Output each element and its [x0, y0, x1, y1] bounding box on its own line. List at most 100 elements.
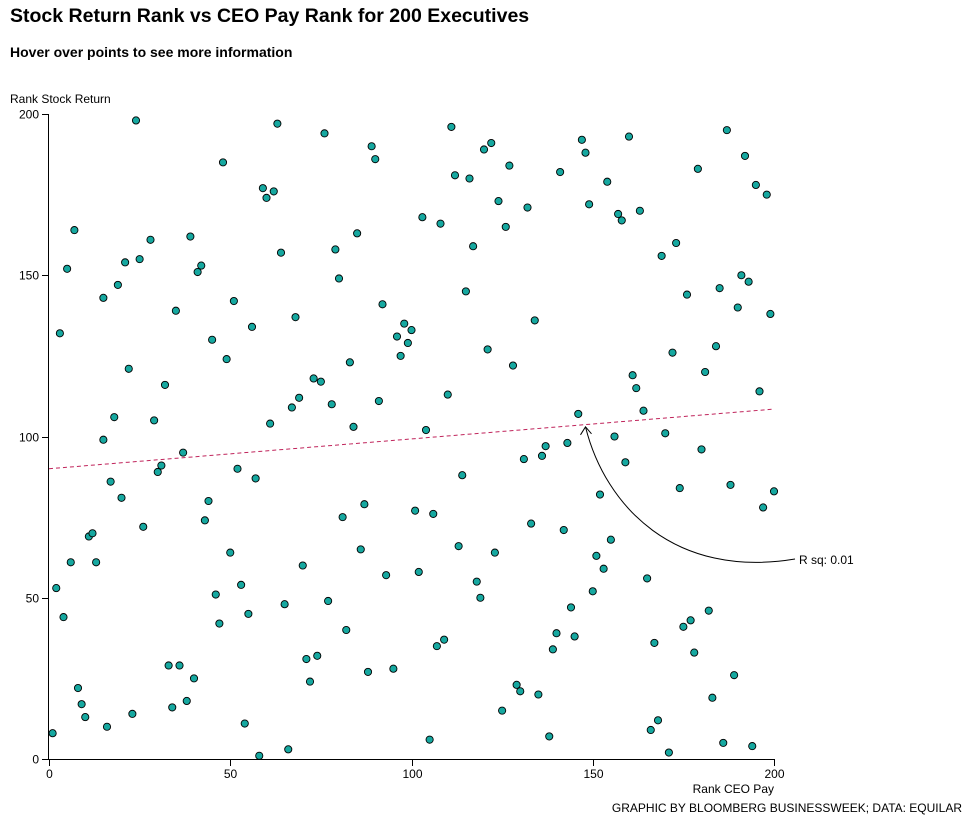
- data-point[interactable]: Rank CEO Pay: 198, Rank Stock Return: 17…: [762, 190, 771, 199]
- data-point[interactable]: Rank CEO Pay: 162, Rank Stock Return: 11…: [632, 384, 641, 393]
- data-point[interactable]: Rank CEO Pay: 134, Rank Stock Return: 13…: [530, 316, 539, 325]
- data-point[interactable]: Rank CEO Pay: 133, Rank Stock Return: 73: [527, 519, 536, 528]
- data-point[interactable]: Rank CEO Pay: 176, Rank Stock Return: 14…: [682, 290, 692, 299]
- data-point[interactable]: Rank CEO Pay: 48, Rank Stock Return: 185: [218, 158, 228, 167]
- data-point[interactable]: Rank CEO Pay: 130, Rank Stock Return: 21: [516, 687, 525, 696]
- data-point[interactable]: Rank CEO Pay: 33, Rank Stock Return: 29: [164, 661, 173, 670]
- data-point[interactable]: Rank CEO Pay: 152, Rank Stock Return: 82: [595, 490, 605, 499]
- data-point[interactable]: Rank CEO Pay: 15, Rank Stock Return: 143: [99, 293, 108, 302]
- data-point[interactable]: Rank CEO Pay: 52, Rank Stock Return: 90: [233, 464, 242, 473]
- data-point[interactable]: Rank CEO Pay: 68, Rank Stock Return: 137: [291, 313, 300, 322]
- data-point[interactable]: Rank CEO Pay: 163, Rank Stock Return: 17…: [635, 206, 644, 215]
- data-point[interactable]: Rank CEO Pay: 114, Rank Stock Return: 88: [458, 471, 467, 480]
- data-point[interactable]: Rank CEO Pay: 51, Rank Stock Return: 142: [229, 296, 238, 306]
- data-point[interactable]: Rank CEO Pay: 142, Rank Stock Return: 71: [559, 525, 568, 535]
- data-point[interactable]: Rank CEO Pay: 93, Rank Stock Return: 57: [382, 571, 391, 580]
- data-point[interactable]: Rank CEO Pay: 61, Rank Stock Return: 104: [266, 419, 275, 428]
- data-point[interactable]: Rank CEO Pay: 186, Rank Stock Return: 5: [719, 738, 728, 747]
- data-point[interactable]: Rank CEO Pay: 127, Rank Stock Return: 18…: [505, 161, 514, 170]
- data-point[interactable]: Rank CEO Pay: 177, Rank Stock Return: 43: [686, 616, 695, 625]
- data-point[interactable]: Rank CEO Pay: 140, Rank Stock Return: 39: [552, 629, 561, 638]
- data-point[interactable]: Rank CEO Pay: 105, Rank Stock Return: 6: [425, 735, 434, 744]
- data-point[interactable]: Rank CEO Pay: 164, Rank Stock Return: 10…: [639, 406, 648, 415]
- data-point[interactable]: Rank CEO Pay: 111, Rank Stock Return: 19…: [447, 122, 456, 131]
- data-point[interactable]: Rank CEO Pay: 167, Rank Stock Return: 36: [650, 638, 659, 647]
- data-point[interactable]: Rank CEO Pay: 194, Rank Stock Return: 4: [748, 742, 757, 751]
- data-point[interactable]: Rank CEO Pay: 183, Rank Stock Return: 19: [708, 693, 717, 702]
- data-point[interactable]: Rank CEO Pay: 102, Rank Stock Return: 58: [414, 567, 423, 577]
- data-point[interactable]: Rank CEO Pay: 145, Rank Stock Return: 38: [570, 632, 579, 641]
- data-point[interactable]: Rank CEO Pay: 35, Rank Stock Return: 139: [171, 306, 180, 315]
- data-point[interactable]: Rank CEO Pay: 82, Rank Stock Return: 40: [342, 625, 351, 635]
- data-point[interactable]: Rank CEO Pay: 151, Rank Stock Return: 63: [592, 551, 601, 560]
- data-point[interactable]: Rank CEO Pay: 41, Rank Stock Return: 151: [193, 267, 202, 277]
- data-point[interactable]: Rank CEO Pay: 62, Rank Stock Return: 176: [269, 187, 278, 196]
- data-point[interactable]: Rank CEO Pay: 143, Rank Stock Return: 98: [563, 438, 572, 448]
- data-point[interactable]: Rank CEO Pay: 53, Rank Stock Return: 54: [237, 580, 246, 589]
- data-point[interactable]: Rank CEO Pay: 103, Rank Stock Return: 16…: [418, 213, 427, 222]
- data-point[interactable]: Rank CEO Pay: 197, Rank Stock Return: 78: [759, 503, 768, 512]
- data-point[interactable]: Rank CEO Pay: 135, Rank Stock Return: 20: [534, 690, 543, 699]
- data-point[interactable]: Rank CEO Pay: 171, Rank Stock Return: 2: [664, 748, 673, 757]
- data-point[interactable]: Rank CEO Pay: 155, Rank Stock Return: 68: [606, 535, 615, 544]
- data-point[interactable]: Rank CEO Pay: 60, Rank Stock Return: 174: [262, 193, 271, 202]
- data-point[interactable]: Rank CEO Pay: 85, Rank Stock Return: 163: [353, 229, 362, 238]
- data-point[interactable]: Rank CEO Pay: 75, Rank Stock Return: 117: [316, 377, 325, 386]
- data-point[interactable]: Rank CEO Pay: 112, Rank Stock Return: 18…: [450, 171, 460, 180]
- data-point[interactable]: Rank CEO Pay: 13, Rank Stock Return: 61: [92, 558, 101, 567]
- data-point[interactable]: Rank CEO Pay: 118, Rank Stock Return: 55: [472, 577, 481, 586]
- data-point[interactable]: Rank CEO Pay: 126, Rank Stock Return: 16…: [501, 222, 510, 231]
- data-point[interactable]: Rank CEO Pay: 120, Rank Stock Return: 18…: [479, 145, 489, 154]
- data-point[interactable]: Rank CEO Pay: 187, Rank Stock Return: 19…: [722, 126, 731, 135]
- data-point[interactable]: Rank CEO Pay: 72, Rank Stock Return: 24: [305, 677, 315, 686]
- data-point[interactable]: Rank CEO Pay: 49, Rank Stock Return: 124: [222, 355, 231, 364]
- data-point[interactable]: Rank CEO Pay: 87, Rank Stock Return: 79: [360, 500, 369, 509]
- data-point[interactable]: Rank CEO Pay: 159, Rank Stock Return: 92: [621, 458, 630, 467]
- data-point[interactable]: Rank CEO Pay: 10, Rank Stock Return: 13: [81, 713, 90, 722]
- data-point[interactable]: Rank CEO Pay: 110, Rank Stock Return: 11…: [443, 390, 452, 399]
- data-point[interactable]: Rank CEO Pay: 146, Rank Stock Return: 10…: [574, 409, 583, 418]
- data-point[interactable]: Rank CEO Pay: 125, Rank Stock Return: 15: [498, 706, 507, 715]
- data-point[interactable]: Rank CEO Pay: 161, Rank Stock Return: 11…: [628, 371, 637, 380]
- data-point[interactable]: Rank CEO Pay: 166, Rank Stock Return: 9: [646, 725, 655, 735]
- data-point[interactable]: Rank CEO Pay: 16, Rank Stock Return: 10: [102, 722, 112, 731]
- data-point[interactable]: Rank CEO Pay: 96, Rank Stock Return: 131: [392, 332, 402, 341]
- data-point[interactable]: Rank CEO Pay: 92, Rank Stock Return: 141: [378, 300, 387, 309]
- data-point[interactable]: Rank CEO Pay: 24, Rank Stock Return: 198: [131, 116, 141, 125]
- data-point[interactable]: Rank CEO Pay: 132, Rank Stock Return: 17…: [523, 203, 532, 212]
- data-point[interactable]: Rank CEO Pay: 17, Rank Stock Return: 86: [106, 477, 115, 486]
- data-point[interactable]: Rank CEO Pay: 50, Rank Stock Return: 64: [226, 548, 235, 557]
- data-point[interactable]: Rank CEO Pay: 78, Rank Stock Return: 110: [327, 400, 336, 409]
- data-point[interactable]: Rank CEO Pay: 129, Rank Stock Return: 23: [512, 680, 521, 689]
- data-point[interactable]: Rank CEO Pay: 79, Rank Stock Return: 158: [331, 245, 340, 254]
- data-point[interactable]: Rank CEO Pay: 189, Rank Stock Return: 26: [730, 671, 739, 680]
- data-point[interactable]: Rank CEO Pay: 66, Rank Stock Return: 3: [284, 745, 293, 754]
- data-point[interactable]: Rank CEO Pay: 12, Rank Stock Return: 70: [88, 529, 97, 538]
- data-point[interactable]: Rank CEO Pay: 179, Rank Stock Return: 18…: [693, 164, 702, 173]
- data-point[interactable]: Rank CEO Pay: 6, Rank Stock Return: 61: [66, 558, 75, 567]
- data-point[interactable]: Rank CEO Pay: 91, Rank Stock Return: 111: [374, 396, 383, 406]
- data-point[interactable]: Rank CEO Pay: 121, Rank Stock Return: 12…: [483, 345, 492, 354]
- data-point[interactable]: Rank CEO Pay: 69, Rank Stock Return: 112: [295, 393, 304, 402]
- data-point[interactable]: Rank CEO Pay: 36, Rank Stock Return: 29: [175, 661, 184, 670]
- data-point[interactable]: Rank CEO Pay: 18, Rank Stock Return: 106: [110, 413, 119, 422]
- data-point[interactable]: Rank CEO Pay: 165, Rank Stock Return: 56: [643, 574, 652, 583]
- data-point[interactable]: Rank CEO Pay: 2, Rank Stock Return: 53: [52, 584, 61, 593]
- data-point[interactable]: Rank CEO Pay: 138, Rank Stock Return: 7: [545, 732, 554, 741]
- data-point[interactable]: Rank CEO Pay: 86, Rank Stock Return: 65: [356, 545, 365, 554]
- data-point[interactable]: Rank CEO Pay: 8, Rank Stock Return: 22: [73, 684, 83, 693]
- data-point[interactable]: Rank CEO Pay: 90, Rank Stock Return: 186: [371, 155, 380, 164]
- data-point[interactable]: Rank CEO Pay: 168, Rank Stock Return: 12: [653, 716, 663, 725]
- data-point[interactable]: Rank CEO Pay: 9, Rank Stock Return: 17: [77, 700, 86, 709]
- data-point[interactable]: Rank CEO Pay: 83, Rank Stock Return: 123: [345, 358, 354, 367]
- data-point[interactable]: Rank CEO Pay: 57, Rank Stock Return: 87: [251, 474, 260, 483]
- data-point[interactable]: Rank CEO Pay: 99, Rank Stock Return: 129: [403, 338, 412, 348]
- data-point[interactable]: Rank CEO Pay: 58, Rank Stock Return: 1: [255, 751, 264, 760]
- data-point[interactable]: Rank CEO Pay: 43, Rank Stock Return: 74: [200, 516, 209, 525]
- data-point[interactable]: Rank CEO Pay: 175, Rank Stock Return: 41: [679, 622, 688, 631]
- data-point[interactable]: Rank CEO Pay: 153, Rank Stock Return: 59: [599, 564, 608, 573]
- data-point[interactable]: Rank CEO Pay: 149, Rank Stock Return: 17…: [585, 200, 594, 209]
- data-point[interactable]: Rank CEO Pay: 65, Rank Stock Return: 48: [280, 600, 289, 609]
- data-point[interactable]: Rank CEO Pay: 20, Rank Stock Return: 81: [117, 493, 126, 502]
- data-point[interactable]: Rank CEO Pay: 193, Rank Stock Return: 14…: [744, 277, 753, 286]
